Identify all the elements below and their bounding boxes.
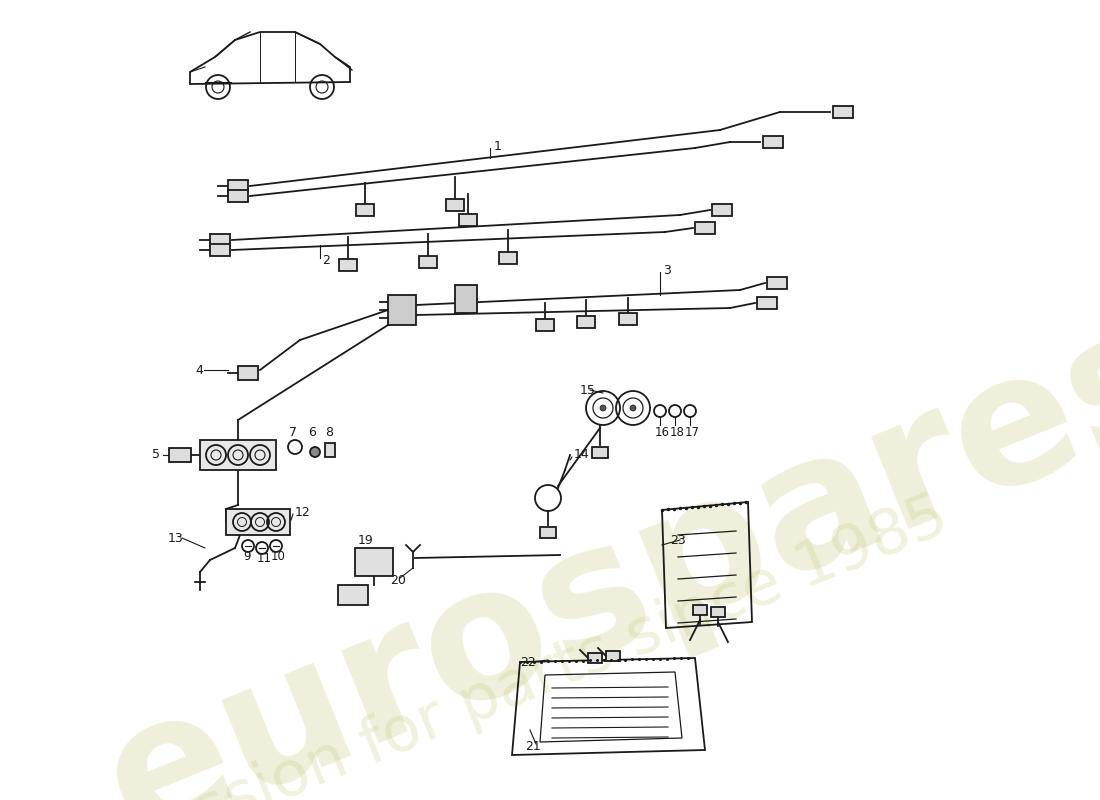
Bar <box>200 440 276 470</box>
Text: 22: 22 <box>520 655 536 669</box>
Text: 6: 6 <box>308 426 316 438</box>
Text: 12: 12 <box>295 506 310 518</box>
Text: 23: 23 <box>670 534 685 546</box>
Text: 16: 16 <box>654 426 670 439</box>
Bar <box>712 204 732 216</box>
Text: 15: 15 <box>580 383 596 397</box>
Bar <box>210 234 230 246</box>
Bar <box>536 319 554 331</box>
Bar <box>767 277 786 289</box>
Bar <box>210 244 230 256</box>
Bar <box>388 295 416 325</box>
Circle shape <box>310 447 320 457</box>
Bar <box>355 548 393 576</box>
Text: 21: 21 <box>525 739 541 753</box>
Text: 14: 14 <box>574 449 590 462</box>
Text: 17: 17 <box>685 426 700 439</box>
Text: 10: 10 <box>271 550 286 562</box>
Text: 2: 2 <box>322 254 330 266</box>
Text: eurospares: eurospares <box>80 285 1100 800</box>
Bar <box>578 316 595 328</box>
Bar <box>338 585 368 605</box>
Circle shape <box>600 405 606 411</box>
Bar <box>763 136 783 148</box>
Bar <box>592 446 608 458</box>
Bar <box>339 259 358 271</box>
Bar <box>455 285 477 313</box>
Bar <box>228 180 248 192</box>
Text: 1: 1 <box>494 139 502 153</box>
Bar <box>606 651 620 661</box>
Bar <box>588 653 602 663</box>
Bar <box>226 509 290 535</box>
Bar <box>695 222 715 234</box>
Circle shape <box>630 405 636 411</box>
Text: 19: 19 <box>358 534 374 546</box>
Bar <box>324 443 336 457</box>
Text: 9: 9 <box>243 550 251 562</box>
Bar <box>459 214 477 226</box>
Text: 7: 7 <box>289 426 297 438</box>
Text: 20: 20 <box>390 574 406 586</box>
Bar <box>169 448 191 462</box>
Bar <box>228 190 248 202</box>
Text: 13: 13 <box>168 531 184 545</box>
Bar <box>499 252 517 264</box>
Bar <box>693 605 707 615</box>
Bar <box>446 199 464 211</box>
Text: 18: 18 <box>670 426 685 439</box>
Text: a passion for parts since 1985: a passion for parts since 1985 <box>60 486 957 800</box>
Bar <box>356 204 374 216</box>
Text: 5: 5 <box>152 449 160 462</box>
Bar <box>833 106 853 118</box>
Bar <box>757 297 777 309</box>
Text: 8: 8 <box>324 426 333 438</box>
Bar <box>711 607 725 617</box>
Text: 11: 11 <box>257 551 272 565</box>
Text: 4: 4 <box>195 363 202 377</box>
Bar <box>619 313 637 325</box>
Bar <box>419 256 437 268</box>
Bar <box>540 526 556 538</box>
Text: 3: 3 <box>663 263 671 277</box>
Bar <box>238 366 258 380</box>
